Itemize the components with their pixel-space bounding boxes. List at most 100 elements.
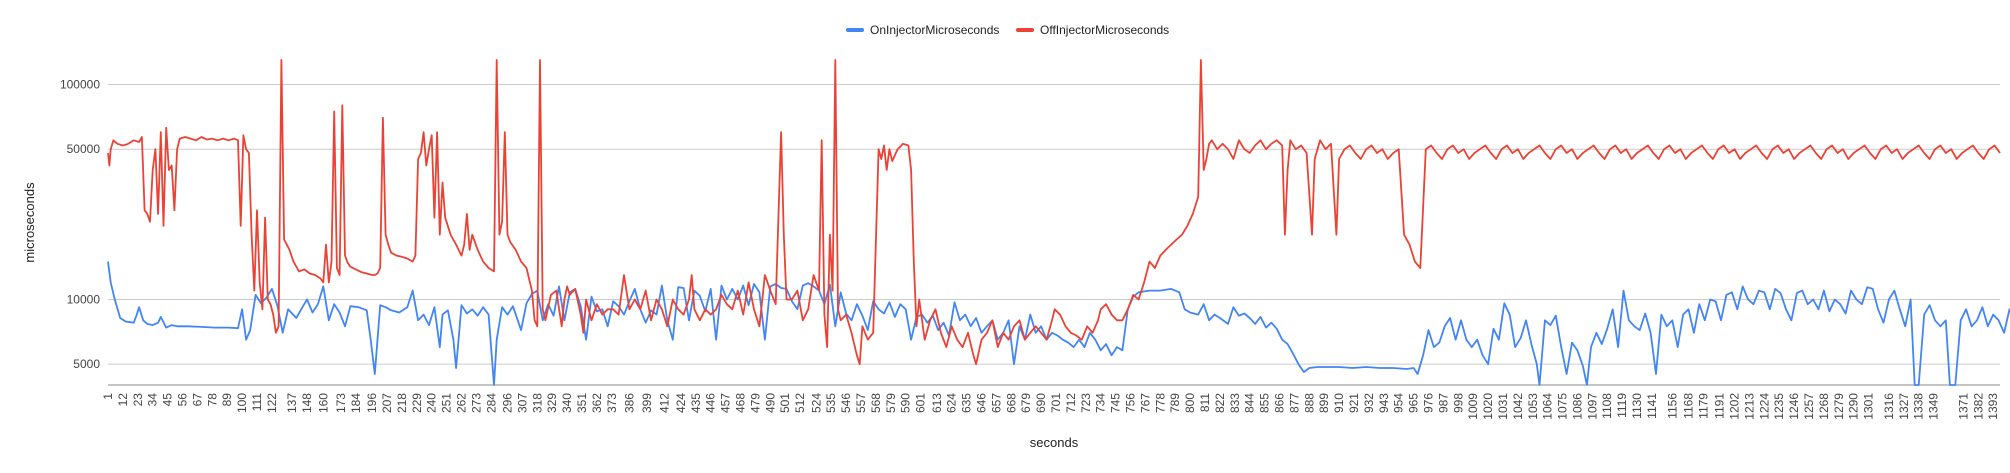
x-tick-label: 613 [930,393,944,413]
x-tick-label: 1235 [1772,393,1786,420]
y-tick-label: 100000 [60,77,100,91]
series-layer [107,59,2010,386]
legend-label: OffInjectorMicroseconds [1040,23,1169,37]
x-tick-label: 1338 [1912,393,1926,420]
x-tick-label: 351 [575,393,589,413]
x-tick-label: 601 [914,393,928,413]
x-tick-label: 811 [1198,393,1212,412]
x-tick-label: 734 [1094,393,1108,413]
x-tick-label: 12 [116,393,130,407]
x-tick-label: 1064 [1541,393,1555,420]
x-tick-label: 1053 [1526,393,1540,420]
x-tick-label: 1349 [1927,393,1941,420]
x-tick-label: 1191 [1713,393,1727,419]
x-tick-label: 1179 [1696,393,1710,419]
x-tick-label: 1086 [1570,393,1584,420]
x-tick-label: 251 [440,393,454,413]
x-tick-label: 778 [1153,393,1167,413]
x-tick-label: 468 [733,393,747,413]
x-tick-label: 512 [793,393,807,413]
x-tick-label: 122 [265,393,279,413]
x-tick-label: 910 [1332,393,1346,413]
x-tick-label: 1301 [1862,393,1876,420]
x-tick-label: 557 [854,393,868,413]
y-tick-label: 10000 [67,292,101,306]
x-tick-label: 1257 [1802,393,1816,420]
x-tick-label: 45 [161,393,175,407]
x-tick-label: 833 [1228,393,1242,413]
x-tick-label: 745 [1109,393,1123,413]
x-tick-label: 307 [515,393,529,413]
x-tick-label: 1031 [1496,393,1510,420]
x-tick-label: 635 [960,393,974,413]
x-tick-label: 1268 [1817,393,1831,420]
x-tick-label: 712 [1064,393,1078,413]
x-tick-label: 855 [1258,393,1272,413]
x-tick-label: 998 [1451,393,1465,413]
x-tick-label: 329 [545,393,559,413]
x-tick-label: 1202 [1728,393,1742,420]
x-tick-label: 1224 [1757,393,1771,420]
x-tick-label: 657 [989,393,1003,413]
y-axis-ticks: 5000 10000 50000 100000 [60,77,100,371]
x-tick-label: 976 [1421,393,1435,413]
x-tick-label: 173 [334,393,348,413]
series-line-OffInjectorMicroseconds [107,59,2001,366]
x-tick-label: 943 [1377,393,1391,413]
series-line-OnInjectorMicroseconds [107,261,2010,386]
x-tick-label: 160 [316,393,330,413]
x-tick-label: 1119 [1615,393,1629,418]
x-tick-label: 501 [778,393,792,413]
x-tick-label: 844 [1243,393,1257,413]
x-tick-label: 318 [530,393,544,413]
x-tick-label: 479 [748,393,762,413]
gridlines [108,83,2000,386]
x-tick-label: 1290 [1847,393,1861,420]
x-tick-label: 535 [824,393,838,413]
x-tick-label: 78 [205,393,219,407]
x-tick-label: 1393 [1986,393,2000,420]
x-tick-label: 56 [175,393,189,407]
x-tick-label: 67 [190,393,204,407]
x-tick-label: 877 [1287,393,1301,413]
x-tick-label: 196 [365,393,379,413]
x-tick-label: 568 [869,393,883,413]
x-tick-label: 624 [945,393,959,413]
x-tick-label: 34 [146,393,160,407]
x-tick-label: 646 [975,393,989,413]
legend-label: OnInjectorMicroseconds [870,23,999,37]
x-tick-label: 690 [1034,393,1048,413]
x-tick-label: 1156 [1665,393,1679,419]
y-tick-label: 50000 [67,142,101,156]
x-axis-title: seconds [1030,435,1079,450]
x-tick-label: 590 [899,393,913,413]
x-tick-label: 1327 [1897,393,1911,420]
x-tick-label: 218 [395,393,409,413]
x-tick-label: 701 [1049,393,1063,413]
x-tick-label: 888 [1302,393,1316,413]
x-tick-label: 373 [605,393,619,413]
x-tick-label: 207 [380,393,394,413]
x-tick-label: 457 [719,393,733,413]
x-tick-label: 723 [1079,393,1093,413]
x-axis-ticks: 1 12 23 34 45 56 67 78 89 100 111 122 137 148 160 173 18… [101,393,2000,420]
x-tick-label: 800 [1183,393,1197,413]
x-tick-label: 148 [300,393,314,413]
x-tick-label: 1020 [1481,393,1495,420]
x-tick-label: 921 [1347,393,1361,413]
y-tick-label: 5000 [73,357,100,371]
x-tick-label: 932 [1362,393,1376,413]
y-axis-title: microseconds [22,182,37,263]
x-tick-label: 137 [285,393,299,413]
x-tick-label: 679 [1019,393,1033,413]
x-tick-label: 100 [235,393,249,413]
x-tick-label: 1 [101,393,115,400]
x-tick-label: 340 [560,393,574,413]
x-tick-label: 273 [469,393,483,413]
x-tick-label: 284 [484,393,498,413]
x-tick-label: 362 [590,393,604,413]
x-tick-label: 899 [1317,393,1331,413]
x-tick-label: 1097 [1585,393,1599,420]
